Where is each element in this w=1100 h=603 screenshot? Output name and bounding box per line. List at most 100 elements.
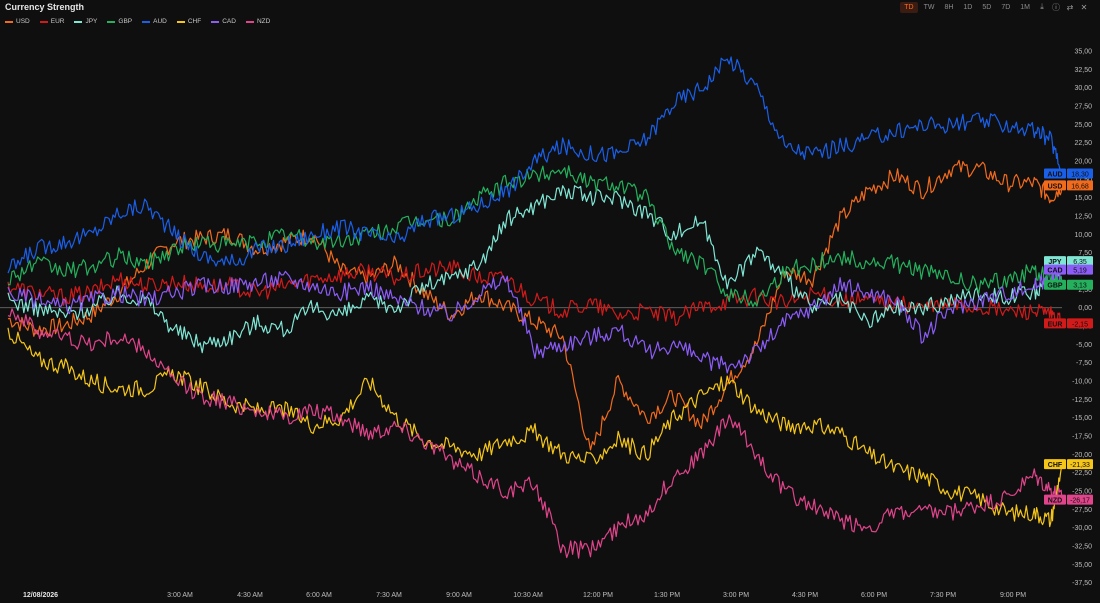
series-line-aud: [7, 56, 1063, 274]
timeframe-1m[interactable]: 1M: [1020, 3, 1030, 11]
x-date-label: 12/08/2026: [23, 592, 58, 599]
download-icon[interactable]: ⤓: [1040, 2, 1044, 11]
legend-swatch-gbp: [107, 20, 116, 23]
legend-item-chf[interactable]: CHF: [176, 18, 202, 25]
y-tick-label: 0,00: [1078, 305, 1092, 312]
end-value-jpy: 6,35: [1073, 259, 1087, 266]
series-line-cad: [7, 264, 1063, 374]
x-tick-label: 9:00 PM: [1000, 592, 1026, 599]
end-name-gbp: GBP: [1047, 283, 1063, 290]
help-icon[interactable]: ⓘ: [1052, 2, 1060, 12]
timeframe-5d[interactable]: 5D: [982, 3, 992, 11]
legend-item-cad[interactable]: CAD: [211, 18, 236, 25]
x-tick-label: 9:00 AM: [446, 592, 472, 599]
y-tick-label: -17,50: [1072, 434, 1092, 441]
timeframe-1d[interactable]: 1D: [963, 3, 973, 11]
end-value-bg-jpy: [1067, 256, 1093, 267]
close-icon[interactable]: ✕: [1080, 2, 1088, 12]
end-value-aud: 18,30: [1071, 171, 1089, 178]
end-name-eur: EUR: [1048, 321, 1063, 328]
y-tick-label: 25,00: [1074, 122, 1092, 129]
timeframe-tw[interactable]: TW: [923, 3, 935, 11]
y-tick-label: -15,00: [1072, 415, 1092, 422]
legend-item-gbp[interactable]: GBP: [107, 18, 132, 25]
y-tick-label: 35,00: [1074, 49, 1092, 56]
y-tick-label: 22,50: [1074, 140, 1092, 147]
timeframe-td[interactable]: TD: [900, 1, 918, 13]
series-line-jpy: [7, 185, 1063, 354]
y-tick-label: 17,50: [1074, 177, 1092, 184]
legend-swatch-nzd: [245, 20, 254, 23]
end-name-bg-chf: [1044, 459, 1066, 470]
y-tick-label: -32,50: [1072, 544, 1092, 551]
end-value-cad: 5,19: [1073, 268, 1087, 275]
legend-item-usd[interactable]: USD: [5, 18, 30, 25]
end-value-bg-usd: [1067, 180, 1093, 191]
y-tick-label: -10,00: [1072, 379, 1092, 386]
series-line-chf: [7, 327, 1063, 528]
y-tick-label: 2,50: [1078, 287, 1092, 294]
y-tick-label: 7,50: [1078, 250, 1092, 257]
x-tick-label: 7:30 PM: [930, 592, 956, 599]
legend-label-cad: CAD: [222, 18, 236, 25]
end-name-jpy: JPY: [1048, 259, 1062, 266]
legend-label-aud: AUD: [153, 18, 167, 25]
end-value-bg-chf: [1067, 459, 1093, 470]
end-name-nzd: NZD: [1048, 498, 1062, 505]
x-tick-label: 7:30 AM: [376, 592, 402, 599]
x-tick-label: 3:00 AM: [167, 592, 193, 599]
y-tick-label: -22,50: [1072, 470, 1092, 477]
legend-item-aud[interactable]: AUD: [142, 18, 167, 25]
x-tick-label: 4:30 PM: [792, 592, 818, 599]
legend-item-eur[interactable]: EUR: [39, 18, 65, 25]
legend-swatch-chf: [176, 20, 185, 23]
y-tick-label: 12,50: [1074, 214, 1092, 221]
legend-label-chf: CHF: [187, 18, 202, 25]
legend-swatch-cad: [211, 20, 220, 23]
end-value-bg-cad: [1067, 264, 1093, 275]
end-name-chf: CHF: [1048, 462, 1063, 469]
y-tick-label: 10,00: [1074, 232, 1092, 239]
end-value-bg-nzd: [1067, 494, 1093, 505]
legend-label-jpy: JPY: [85, 18, 98, 25]
end-name-aud: AUD: [1047, 171, 1062, 178]
end-value-eur: -2,15: [1072, 321, 1088, 328]
y-tick-label: 15,00: [1074, 195, 1092, 202]
chart-legend: USD EUR JPY GBP AUD CHF CAD NZD: [5, 18, 270, 25]
y-tick-label: -20,00: [1072, 452, 1092, 459]
end-value-nzd: -26,17: [1070, 498, 1090, 505]
y-tick-label: -37,50: [1072, 580, 1092, 587]
legend-label-nzd: NZD: [256, 18, 271, 25]
settings-icon[interactable]: ⇄: [1066, 2, 1074, 12]
y-tick-label: -30,00: [1072, 525, 1092, 532]
y-tick-label: -25,00: [1072, 489, 1092, 496]
x-tick-label: 6:00 AM: [306, 592, 332, 599]
legend-label-gbp: GBP: [118, 18, 133, 25]
y-tick-label: 20,00: [1074, 159, 1092, 166]
end-name-usd: USD: [1048, 183, 1063, 190]
toolbar: TD TW 8H 1D 5D 7D 1M ⤓ ⓘ ⇄ ✕: [900, 0, 1090, 14]
legend-item-jpy[interactable]: JPY: [74, 18, 97, 25]
x-tick-label: 10:30 AM: [513, 592, 543, 599]
y-tick-label: 32,50: [1074, 67, 1092, 74]
end-value-chf: -21,33: [1070, 462, 1090, 469]
legend-label-eur: EUR: [50, 18, 65, 25]
series-line-eur: [7, 259, 1063, 326]
x-tick-label: 1:30 PM: [654, 592, 680, 599]
series-line-nzd: [7, 308, 1063, 559]
y-tick-label: 30,00: [1074, 85, 1092, 92]
legend-swatch-eur: [39, 20, 48, 23]
end-value-usd: 16,68: [1071, 183, 1089, 190]
legend-swatch-jpy: [74, 20, 83, 23]
legend-item-nzd[interactable]: NZD: [245, 18, 271, 25]
end-name-bg-aud: [1044, 168, 1066, 179]
timeframe-7d[interactable]: 7D: [1001, 3, 1011, 11]
timeframe-8h[interactable]: 8H: [944, 3, 954, 11]
end-name-bg-cad: [1044, 264, 1066, 275]
x-tick-label: 4:30 AM: [237, 592, 263, 599]
y-tick-label: -5,00: [1076, 342, 1092, 349]
end-value-bg-aud: [1067, 168, 1093, 179]
chart-title: Currency Strength: [5, 2, 85, 12]
x-tick-label: 6:00 PM: [861, 592, 887, 599]
